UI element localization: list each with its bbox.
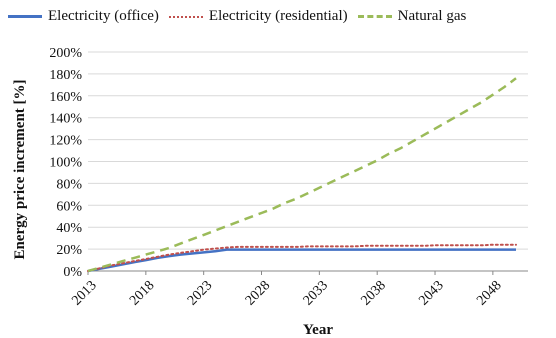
- legend-swatch-gas: [357, 15, 392, 18]
- legend-item-office: Electricity (office): [8, 8, 159, 25]
- y-tick-label: 200%: [49, 46, 82, 61]
- y-axis-title: Energy price increment [%]: [12, 79, 28, 259]
- x-tick-label: 2038: [359, 278, 389, 308]
- x-tick-label: 2048: [474, 278, 504, 308]
- y-tick-label: 100%: [49, 156, 82, 171]
- y-tick-label: 120%: [49, 134, 82, 149]
- x-axis-title: Year: [303, 322, 333, 338]
- gridlines: [88, 51, 528, 250]
- y-tick-label: 20%: [56, 243, 82, 258]
- axis-labels: 0% 20% 40% 60% 80% 100% 120% 140% 160% 180% 200% 20…: [12, 46, 505, 338]
- legend-swatch-office: [8, 15, 42, 18]
- chart-legend: Electricity (office) Electricity (reside…: [8, 8, 554, 25]
- y-tick-label: 40%: [56, 221, 82, 236]
- series-line-electricity-residential: [87, 243, 517, 272]
- y-tick-label: 160%: [49, 90, 82, 105]
- legend-item-gas: Natural gas: [357, 8, 467, 25]
- series-lines: [87, 77, 517, 273]
- x-tick-label: 2043: [416, 278, 446, 308]
- series-line-electricity-office: [87, 248, 516, 273]
- y-tick-label: 60%: [56, 199, 82, 214]
- legend-label-gas: Natural gas: [397, 8, 467, 24]
- axes: [87, 270, 528, 275]
- y-tick-label: 0%: [63, 265, 82, 280]
- x-tick-label: 2018: [127, 278, 157, 308]
- y-tick-label: 80%: [56, 177, 82, 192]
- series-line-natural-gas: [87, 77, 517, 273]
- y-tick-label: 140%: [49, 112, 82, 127]
- legend-label-residential: Electricity (residential): [208, 8, 348, 24]
- x-tick-label: 2013: [69, 278, 99, 308]
- y-tick-label: 180%: [49, 68, 82, 83]
- legend-item-residential: Electricity (residential): [168, 8, 348, 25]
- legend-swatch-residential: [168, 15, 203, 18]
- x-tick-label: 2033: [301, 278, 331, 308]
- x-tick-label: 2028: [243, 278, 273, 308]
- legend-label-office: Electricity (office): [48, 8, 159, 24]
- x-tick-label: 2023: [185, 278, 215, 308]
